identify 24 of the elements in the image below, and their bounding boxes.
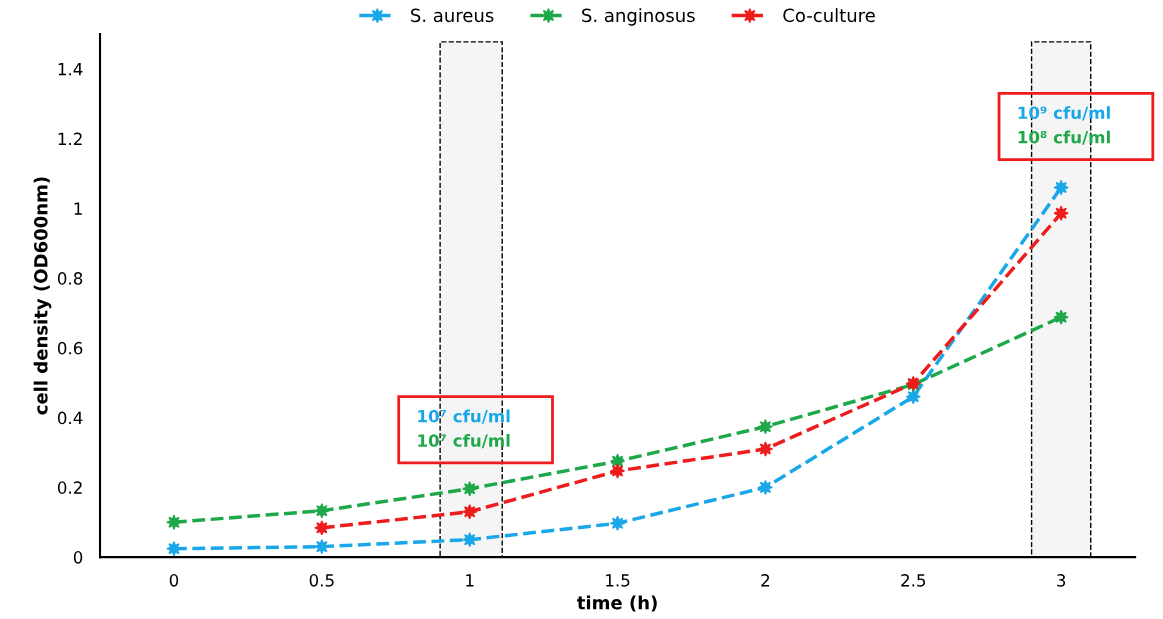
x-tick-label: 1 <box>466 574 474 587</box>
y-tick-label: 1.2 <box>58 132 82 145</box>
y-tick-label: 0.6 <box>57 341 83 355</box>
x-tick-label: 2 <box>761 574 770 587</box>
legend-label: S. anginosus <box>582 8 695 26</box>
x-tick-label: 3 <box>1057 574 1066 587</box>
y-tick-label: 1 <box>74 202 82 215</box>
y-tick-label: 0 <box>73 551 83 564</box>
annotation: 10⁷ cfu/ml <box>418 433 510 449</box>
annotation: 10⁷ cfu/ml <box>418 409 510 424</box>
y-tick-label: 0.2 <box>57 481 82 494</box>
annotation: 10⁹ cfu/ml <box>1018 106 1110 121</box>
x-tick-label: 1.5 <box>606 574 630 587</box>
x-tick-label: 0.5 <box>309 574 334 587</box>
legend-label: Co-culture <box>783 8 875 23</box>
x-tick-label: 0 <box>169 574 179 587</box>
y-tick-label: 0.4 <box>57 411 83 425</box>
y-axis-title: cell density (OD600nm) <box>33 177 52 415</box>
y-tick-label: 0.8 <box>57 272 83 285</box>
annotation: 10⁸ cfu/ml <box>1018 130 1110 145</box>
x-axis-title: time (h) <box>577 595 657 612</box>
y-tick-label: 1.4 <box>58 63 83 76</box>
x-tick-label: 2.5 <box>901 574 926 587</box>
legend-label: S. aureus <box>411 8 494 23</box>
